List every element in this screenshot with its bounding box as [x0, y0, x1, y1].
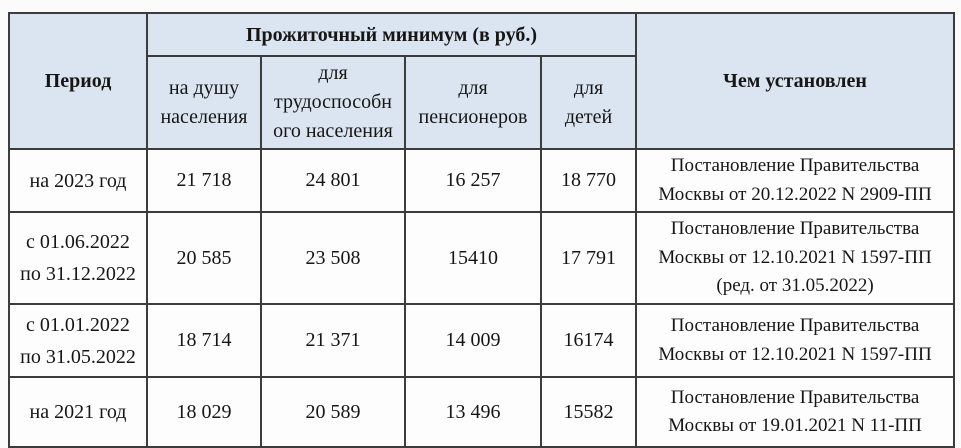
per-capita-cell: 20 585 [146, 211, 262, 305]
per-capita-cell: 21 718 [146, 148, 262, 213]
established-cell: Постановление Правительства Москвы от 12… [635, 211, 956, 305]
subheader-pensioners: для пенсионеров [404, 55, 542, 150]
table-row: с 01.01.2022 по 31.05.2022 18 714 21 371… [8, 303, 956, 378]
period-cell: с 01.01.2022 по 31.05.2022 [8, 303, 148, 378]
working-age-cell: 21 371 [260, 303, 406, 378]
established-header-cell: Чем установлен [635, 12, 956, 150]
pensioners-cell: 16 257 [404, 148, 542, 213]
subheader-per-capita: на душу населения [146, 55, 262, 150]
header-row-subcolumns: на душу населения для трудоспособн ого н… [9, 55, 954, 150]
table-row: на 2023 год 21 718 24 801 16 257 18 770 … [8, 148, 956, 213]
children-cell: 15582 [539, 376, 638, 448]
subsistence-minimum-table: Период Прожиточный минимум (в руб.) Чем … [8, 12, 956, 448]
period-header-cell: Период [8, 12, 148, 150]
children-cell: 17 791 [539, 211, 638, 305]
working-age-cell: 24 801 [260, 148, 406, 213]
period-cell: на 2021 год [8, 376, 148, 448]
subheader-children: для детей [539, 55, 638, 150]
table-row: на 2021 год 18 029 20 589 13 496 15582 П… [8, 376, 956, 448]
established-cell: Постановление Правительства Москвы от 19… [635, 376, 956, 448]
established-cell: Постановление Правительства Москвы от 20… [635, 148, 956, 213]
table-row: с 01.06.2022 по 31.12.2022 20 585 23 508… [8, 211, 956, 305]
per-capita-cell: 18 714 [146, 303, 262, 378]
established-cell: Постановление Правительства Москвы от 12… [635, 303, 956, 378]
group-header-cell: Прожиточный минимум (в руб.) [145, 12, 638, 57]
working-age-cell: 23 508 [260, 211, 406, 305]
period-cell: на 2023 год [8, 148, 148, 213]
subheader-working-age: для трудоспособн ого населения [260, 55, 406, 150]
header-row-group: Период Прожиточный минимум (в руб.) Чем … [8, 12, 956, 150]
pensioners-cell: 14 009 [404, 303, 542, 378]
period-cell: с 01.06.2022 по 31.12.2022 [8, 211, 148, 305]
per-capita-cell: 18 029 [146, 376, 262, 448]
pensioners-cell: 13 496 [404, 376, 542, 448]
working-age-cell: 20 589 [260, 376, 406, 448]
pensioners-cell: 15410 [404, 211, 542, 305]
children-cell: 16174 [539, 303, 638, 378]
children-cell: 18 770 [539, 148, 638, 213]
